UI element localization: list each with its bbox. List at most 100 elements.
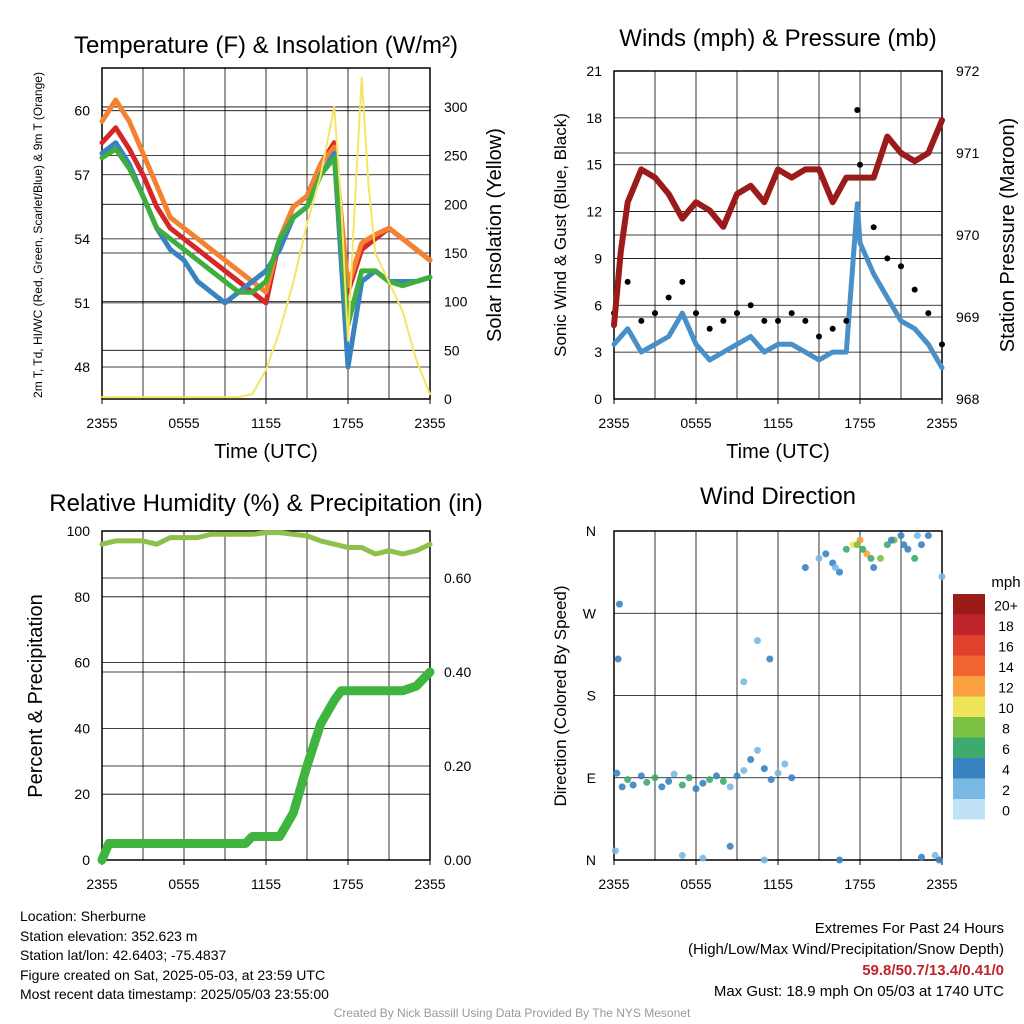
direction-point (760, 856, 768, 864)
gust-point (693, 310, 699, 317)
series-line-2m-t (99, 125, 433, 306)
y2-tick-label-wind-right: 970 (956, 227, 980, 243)
wind-y2label: Station Pressure (Maroon) (997, 118, 1019, 353)
direction-point (665, 777, 673, 785)
direction-point (911, 554, 919, 562)
direction-point (938, 573, 946, 581)
extremes-values: 59.8/50.7/13.4/0.41/0 (862, 962, 1004, 979)
gust-point (788, 310, 795, 317)
legend-swatch (953, 778, 985, 799)
y-tick-label-wind: 3 (594, 344, 602, 360)
direction-point (822, 550, 830, 558)
direction-point (788, 774, 796, 782)
direction-point (887, 536, 895, 544)
y-tick-label-dir: S (587, 688, 596, 704)
gust-point (706, 325, 713, 332)
direction-point (935, 856, 943, 864)
temp-title: Temperature (F) & Insolation (W/m²) (74, 32, 458, 59)
x-tick-label-wind: 2355 (598, 415, 629, 431)
legend-label: 8 (1002, 720, 1010, 736)
direction-point (831, 564, 839, 572)
rh-title: Relative Humidity (%) & Precipitation (i… (49, 490, 482, 517)
x-tick-label-temp: 1155 (251, 415, 281, 431)
direction-point (613, 769, 621, 777)
direction-point (781, 760, 789, 768)
legend-label: 2 (1002, 782, 1010, 798)
extremes-title: Extremes For Past 24 Hours (814, 920, 1004, 937)
extremes-block: Extremes For Past 24 Hours (High/Low/Max… (688, 918, 1004, 1002)
legend-label: 18 (998, 618, 1014, 634)
direction-point (713, 772, 720, 780)
y-tick-label-wind: 15 (586, 157, 602, 173)
gust-point (761, 317, 768, 324)
rh-ylabel: Percent & Precipitation (25, 594, 47, 797)
legend-label: 10 (998, 700, 1014, 716)
direction-point (897, 532, 905, 540)
x-tick-label-wind: 1755 (844, 415, 875, 431)
x-tick-label-dir: 2355 (598, 876, 629, 892)
legend-swatch (953, 696, 985, 717)
y-tick-label-rh: 0 (82, 852, 90, 868)
legend-swatch (953, 655, 985, 676)
gust-point (638, 317, 645, 324)
direction-point (766, 655, 774, 663)
direction-point (643, 778, 651, 786)
direction-point (767, 776, 775, 784)
y-tick-label-temp: 54 (74, 231, 90, 247)
y2-tick-label-temp-right: 100 (444, 294, 468, 310)
series-line-solar-insolation (101, 76, 431, 399)
legend-swatch (953, 758, 985, 779)
direction-point (877, 554, 884, 562)
direction-point (747, 755, 755, 763)
gust-point (720, 317, 727, 324)
gust-point (870, 224, 877, 231)
gust-point (829, 325, 836, 332)
gust-point (734, 310, 740, 317)
x-tick-label-dir: 1155 (763, 876, 793, 892)
legend-swatch (953, 676, 985, 697)
direction-point (699, 854, 707, 862)
temp-y2label: Solar Insolation (Yellow) (484, 128, 506, 342)
direction-point (836, 856, 843, 864)
direction-point (815, 554, 823, 562)
legend-swatch (953, 594, 985, 615)
x-tick-label-temp: 2355 (86, 415, 117, 431)
direction-point (918, 853, 925, 861)
station-latlon: Station lat/lon: 42.6403; -75.4837 (20, 947, 227, 963)
gust-point (939, 341, 945, 348)
gust-point (925, 310, 932, 317)
legend-swatch (953, 635, 985, 656)
y-tick-label-rh: 40 (74, 720, 90, 736)
y-tick-label-rh: 100 (67, 523, 91, 539)
direction-point (760, 765, 768, 773)
y-tick-label-rh: 80 (74, 589, 90, 605)
y-tick-label-wind: 0 (594, 391, 602, 407)
series-line-precipitation (97, 667, 435, 865)
direction-point (651, 774, 659, 782)
gust-point (857, 161, 863, 168)
dir-legend-title: mph (991, 574, 1020, 591)
direction-point (706, 776, 714, 784)
x-tick-label-temp: 2355 (414, 415, 445, 431)
y2-tick-label-rh-right: 0.40 (444, 664, 471, 680)
x-tick-label-dir: 2355 (926, 876, 957, 892)
direction-point (615, 600, 623, 608)
direction-point (699, 779, 707, 787)
direction-point (836, 568, 843, 576)
x-tick-label-dir: 0555 (680, 876, 711, 892)
direction-point (611, 847, 619, 855)
y-tick-label-dir: N (586, 523, 596, 539)
y2-tick-label-temp-right: 250 (444, 148, 468, 164)
y2-tick-label-temp-right: 0 (444, 391, 452, 407)
station-elevation: Station elevation: 352.623 m (20, 927, 198, 944)
max-gust: Max Gust: 18.9 mph On 05/03 at 1740 UTC (713, 983, 1004, 1000)
y-tick-label-dir: N (586, 852, 596, 868)
direction-point (624, 776, 632, 784)
gust-point (679, 278, 686, 285)
direction-point (931, 851, 939, 859)
direction-point (658, 783, 666, 791)
y2-tick-label-temp-right: 50 (444, 342, 460, 358)
y-tick-label-temp: 48 (74, 359, 90, 375)
direction-point (863, 550, 871, 558)
direction-point (637, 772, 645, 780)
